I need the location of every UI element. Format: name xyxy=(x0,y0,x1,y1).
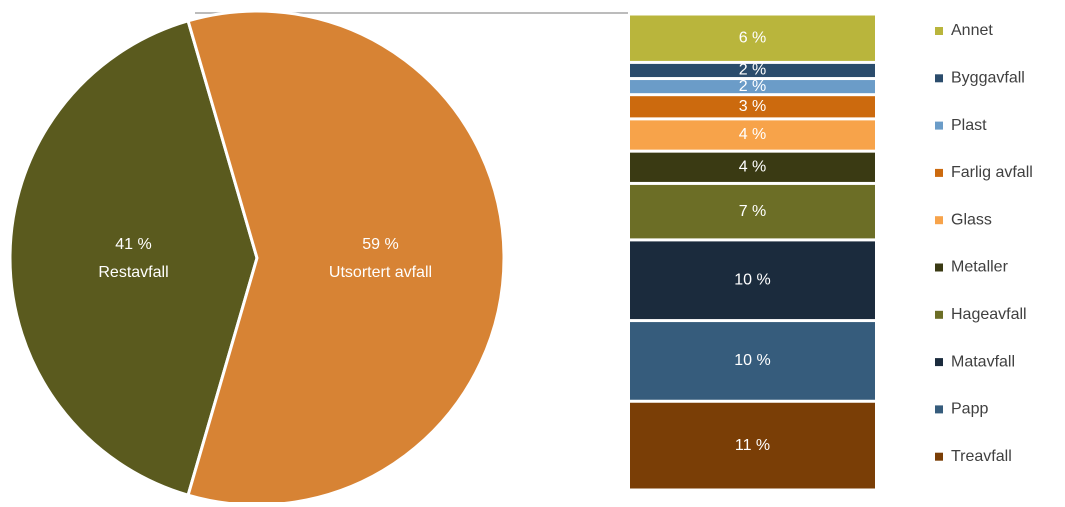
legend-label: Farlig avfall xyxy=(951,164,1033,181)
legend-swatch xyxy=(935,121,943,130)
pie-slice xyxy=(186,9,506,507)
legend-label: Metaller xyxy=(951,259,1009,276)
legend-label: Treavfall xyxy=(951,448,1012,465)
segment-value-label: 10 % xyxy=(734,271,770,288)
legend-swatch xyxy=(935,263,943,272)
legend-label: Hageavfall xyxy=(951,306,1027,323)
slice-category-label: Restavfall xyxy=(98,264,168,281)
legend-swatch xyxy=(935,405,943,414)
bar-segment xyxy=(630,322,875,400)
legend-swatch xyxy=(935,27,943,35)
legend-label: Matavfall xyxy=(951,353,1015,370)
bar-segment xyxy=(630,80,875,94)
slice-category-label: Utsortert avfall xyxy=(329,264,432,281)
segment-value-label: 7 % xyxy=(739,203,767,220)
legend-swatch xyxy=(935,168,943,177)
bar-segment xyxy=(630,120,875,150)
bar-segment xyxy=(630,402,875,489)
segment-value-label: 2 % xyxy=(739,78,767,95)
segment-value-label: 4 % xyxy=(739,159,767,176)
legend-swatch xyxy=(935,358,943,367)
legend-swatch xyxy=(935,74,943,83)
slice-value-label: 41 % xyxy=(115,236,151,253)
bar-segment xyxy=(630,63,875,78)
legend-swatch xyxy=(935,216,943,225)
segment-value-label: 4 % xyxy=(739,126,767,143)
bar-segment xyxy=(630,184,875,239)
bar-segment xyxy=(630,241,875,320)
legend-swatch xyxy=(935,310,943,319)
legend-swatch xyxy=(935,452,943,461)
legend-label: Glass xyxy=(951,211,992,228)
segment-value-label: 3 % xyxy=(739,98,767,115)
legend-label: Byggavfall xyxy=(951,70,1025,87)
legend-label: Papp xyxy=(951,401,988,418)
bar-segment xyxy=(630,152,875,182)
slice-value-label: 59 % xyxy=(362,236,398,253)
bar-segment xyxy=(630,15,875,61)
segment-value-label: 2 % xyxy=(739,62,767,79)
bar-segment xyxy=(630,96,875,118)
segment-value-label: 11 % xyxy=(735,437,770,454)
legend-label: Annet xyxy=(951,22,993,39)
pie-slice xyxy=(8,18,259,498)
legend-label: Plast xyxy=(951,117,987,134)
segment-value-label: 6 % xyxy=(739,29,767,46)
segment-value-label: 10 % xyxy=(734,352,770,369)
